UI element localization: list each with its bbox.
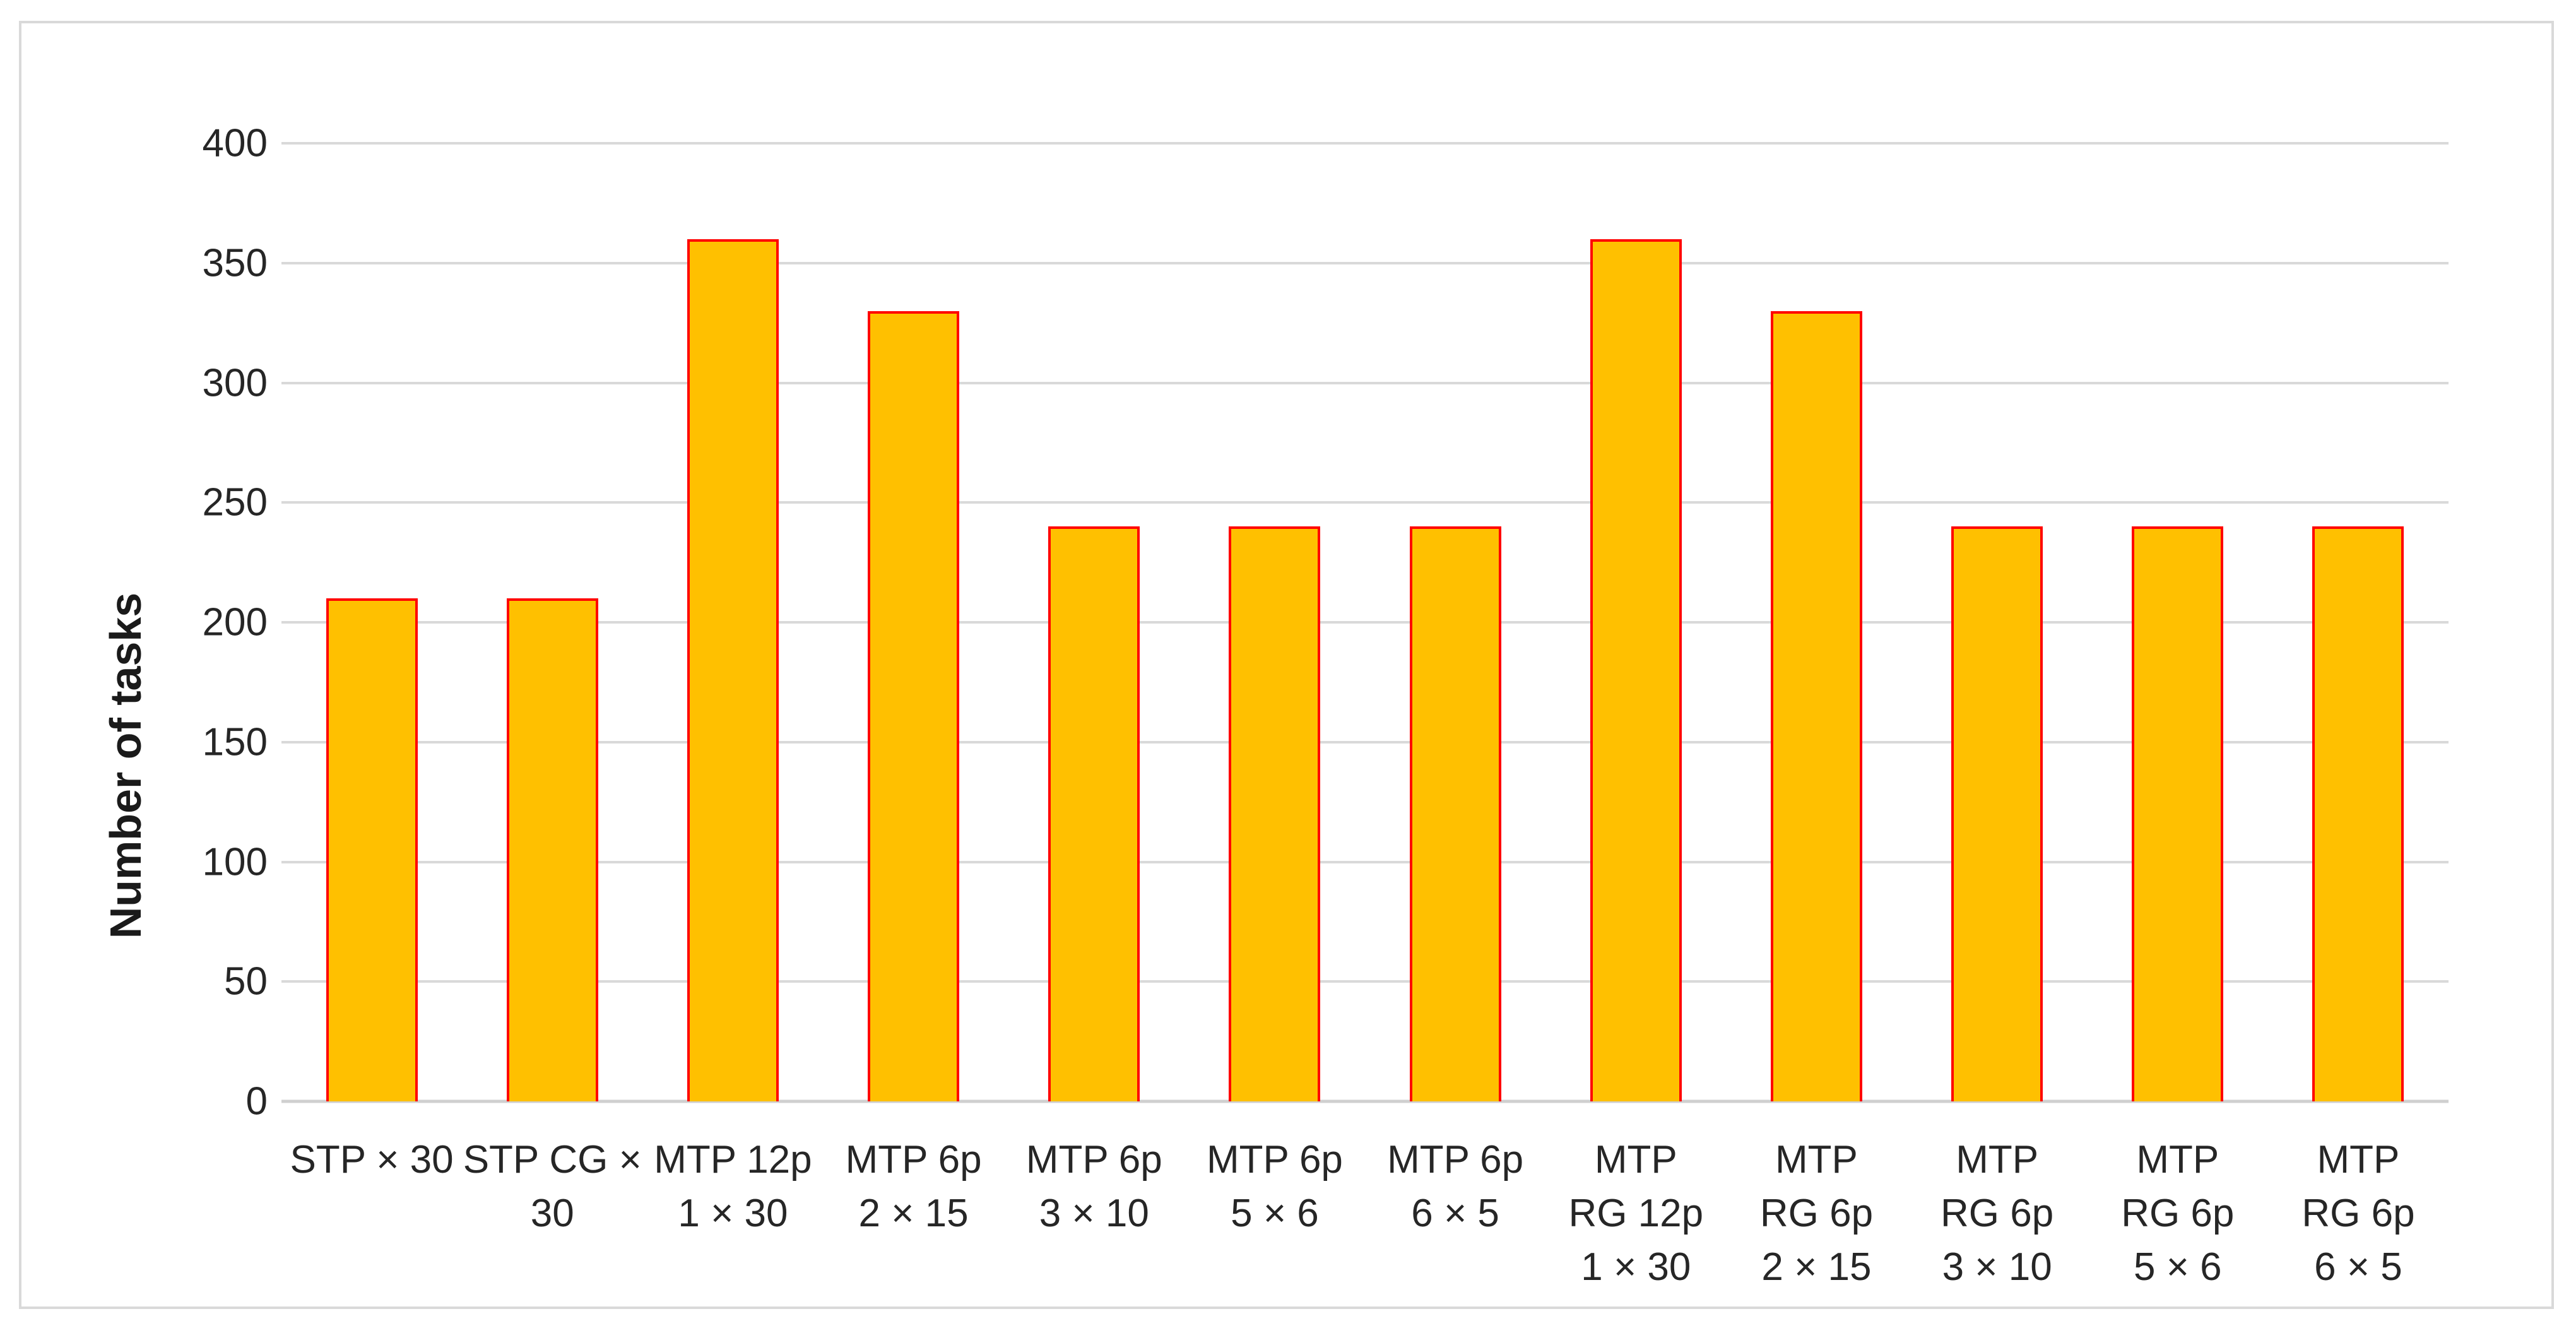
x-category-label-11: MTP RG 6p 5 × 6: [2121, 1138, 2235, 1289]
bar-slot-6: [1185, 143, 1365, 1101]
bar-slot-12: [2268, 143, 2449, 1101]
x-axis-category-labels: STP × 30 STP CG × 30 MTP 12p 1 × 30 MTP 6p …: [281, 1133, 2449, 1294]
gridline-200: [281, 621, 2449, 624]
bar-slot-3: [642, 143, 823, 1101]
y-tick-label-200: 200: [202, 600, 268, 644]
gridline-250: [281, 501, 2449, 504]
gridline-50: [281, 980, 2449, 983]
bar-2: [506, 598, 598, 1101]
x-category-label-10: MTP RG 6p 3 × 10: [1941, 1138, 2054, 1289]
bar-slot-9: [1726, 143, 1906, 1101]
y-tick-label-0: 0: [245, 1079, 268, 1123]
y-tick-label-50: 50: [224, 959, 268, 1004]
chart-frame: Number of tasks 0 50 100 150 200 250 300 350 400…: [19, 21, 2554, 1309]
bar-9: [1770, 311, 1862, 1101]
gridline-100: [281, 860, 2449, 863]
bar-10: [1951, 526, 2043, 1101]
x-axis-line: [281, 1099, 2449, 1103]
bar-slot-7: [1365, 143, 1545, 1101]
bar-5: [1048, 526, 1140, 1101]
x-category-label-8: MTP RG 12p 1 × 30: [1568, 1138, 1704, 1289]
gridline-400: [281, 142, 2449, 145]
y-tick-label-400: 400: [202, 121, 268, 165]
x-category-label-2: STP CG × 30: [463, 1138, 642, 1235]
gridline-150: [281, 740, 2449, 744]
x-category-label-6: MTP 6p 5 × 6: [1206, 1138, 1343, 1235]
y-tick-label-250: 250: [202, 480, 268, 524]
x-category-label-12: MTP RG 6p 6 × 5: [2301, 1138, 2415, 1289]
x-category-label-1: STP × 30: [290, 1138, 454, 1182]
y-tick-label-100: 100: [202, 840, 268, 884]
x-category-label-3: MTP 12p 1 × 30: [654, 1138, 812, 1235]
bar-slot-5: [1004, 143, 1185, 1101]
x-category-label-5: MTP 6p 3 × 10: [1025, 1138, 1162, 1235]
bar-slot-2: [462, 143, 642, 1101]
bar-1: [326, 598, 418, 1101]
y-tick-label-350: 350: [202, 241, 268, 285]
bar-slot-8: [1545, 143, 1726, 1101]
x-category-label-4: MTP 6p 2 × 15: [845, 1138, 982, 1235]
x-category-label-9: MTP RG 6p 2 × 15: [1759, 1138, 1874, 1289]
bar-8: [1590, 239, 1682, 1101]
bar-slot-1: [281, 143, 462, 1101]
y-axis-tick-labels: 0 50 100 150 200 250 300 350 400: [21, 122, 268, 1123]
bar-slot-11: [2088, 143, 2268, 1101]
bar-slot-4: [824, 143, 1004, 1101]
plot-area: [281, 142, 2449, 1103]
bar-11: [2132, 526, 2224, 1101]
x-category-label-7: MTP 6p 6 × 5: [1387, 1138, 1524, 1235]
y-tick-label-150: 150: [202, 720, 268, 764]
bar-7: [1409, 526, 1501, 1101]
bar-4: [868, 311, 960, 1101]
bar-12: [2312, 526, 2404, 1101]
gridline-350: [281, 261, 2449, 264]
y-tick-label-300: 300: [202, 361, 268, 405]
bar-slot-10: [1907, 143, 2088, 1101]
bar-6: [1229, 526, 1321, 1101]
bar-3: [687, 239, 779, 1101]
gridline-300: [281, 381, 2449, 384]
bars-layer: [281, 143, 2449, 1101]
